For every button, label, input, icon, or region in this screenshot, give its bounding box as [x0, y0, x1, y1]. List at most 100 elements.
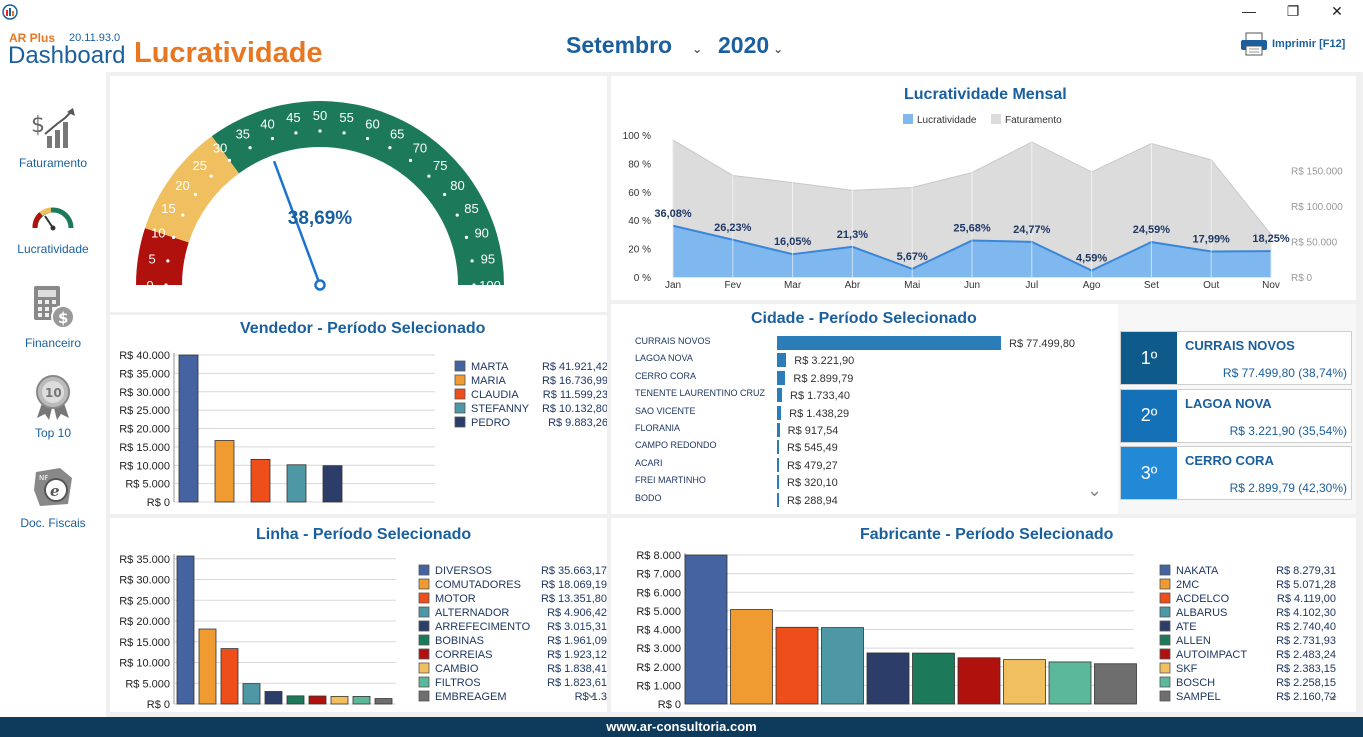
- gauge-needle: [272, 160, 322, 286]
- chevron-down-icon: ⌄: [773, 42, 784, 56]
- legend-label: MOTOR: [435, 593, 476, 605]
- x-axis-tick: Out: [1203, 280, 1219, 291]
- gauge-tick-dot: [193, 192, 198, 197]
- y-axis-tick: R$ 3.000: [636, 643, 681, 655]
- legend-swatch: [418, 606, 430, 618]
- y-axis-tick: R$ 7.000: [636, 569, 681, 581]
- ranking-value: R$ 77.499,80 (38,74%): [1222, 366, 1347, 380]
- y2-axis-tick: R$ 100.000: [1291, 202, 1343, 213]
- sidebar-item-faturamento[interactable]: $ Faturamento: [0, 106, 106, 170]
- legend-swatch: [1159, 592, 1171, 604]
- sidebar-item-label: Lucratividade: [17, 242, 89, 256]
- bar: [1048, 661, 1092, 705]
- gauge-tick-label: 55: [339, 110, 353, 125]
- legend-value: R$ 35.663,17: [541, 565, 607, 577]
- gauge-tick-label: 75: [433, 158, 447, 173]
- restore-button[interactable]: ❐: [1286, 2, 1300, 19]
- data-label: 36,08%: [654, 208, 692, 220]
- gauge-icon: [32, 207, 74, 231]
- legend-label: MARIA: [471, 375, 507, 387]
- legend-value: R$ 2.258,15: [1276, 677, 1336, 689]
- gauge-tick-dot: [209, 174, 213, 178]
- year-select[interactable]: 2020 ⌄: [718, 32, 783, 59]
- footer-link[interactable]: www.ar-consultoria.com: [606, 719, 757, 734]
- dashboard-label: Dashboard: [8, 42, 126, 69]
- gauge-band-red: [136, 228, 189, 285]
- legend-value: R$ 11.599,23: [543, 389, 607, 401]
- ranking-position: 2º: [1121, 389, 1177, 442]
- y-axis-tick: R$ 20.000: [119, 616, 170, 628]
- sidebar-item-doc-fiscais[interactable]: e NF Doc. Fiscais: [0, 464, 106, 530]
- bar: [198, 628, 217, 705]
- legend-value: R$ 2.383,15: [1276, 663, 1336, 675]
- gauge-tick-label: 40: [260, 116, 274, 131]
- legend-swatch: [418, 620, 430, 632]
- fabricante-title: Fabricante - Período Selecionado: [860, 526, 1114, 543]
- chart-growth-icon: $: [31, 108, 75, 148]
- legend-value: R$ 1.838,41: [547, 663, 607, 675]
- linha-panel: Linha - Período Selecionado R$ 35.000 R$ …: [110, 518, 607, 712]
- legend-value: R$ 5.071,28: [1276, 579, 1336, 591]
- y-axis-tick: R$ 5.000: [636, 606, 681, 618]
- bar: [220, 648, 239, 705]
- legend-label: MARTA: [471, 361, 509, 373]
- city-name: FREI MARTINHO: [635, 475, 706, 486]
- ranking-position: 1º: [1121, 332, 1177, 384]
- scroll-down-icon[interactable]: ⌄: [584, 682, 600, 702]
- bar: [264, 691, 283, 705]
- bar: [214, 440, 235, 503]
- y-axis-tick: R$ 8.000: [636, 550, 681, 562]
- gauge-tick-label: 65: [390, 127, 404, 142]
- print-button[interactable]: Imprimir [F12]: [1240, 32, 1345, 56]
- city-name: CAMPO REDONDO: [635, 440, 717, 451]
- sidebar-item-financeiro[interactable]: $ Financeiro: [0, 284, 106, 350]
- linha-title: Linha - Período Selecionado: [256, 526, 472, 543]
- ranking-value: R$ 2.899,79 (42,30%): [1229, 481, 1347, 495]
- bar: [912, 652, 955, 705]
- legend-swatch: [1159, 676, 1171, 688]
- legend-value: R$ 13.351,80: [541, 593, 607, 605]
- ranking-card: 1º CURRAIS NOVOS R$ 77.499,80 (38,74%): [1120, 331, 1352, 385]
- legend-swatch: [418, 578, 430, 590]
- y-axis-tick: 0 %: [634, 273, 651, 284]
- legend-swatch: [1159, 564, 1171, 576]
- month-select[interactable]: Setembro ⌄: [566, 32, 702, 59]
- gauge-tick-dot: [464, 235, 469, 240]
- scroll-down-icon[interactable]: ⌄: [1087, 480, 1103, 500]
- gauge-band-yellow: [145, 136, 239, 243]
- city-name: ACARI: [635, 457, 663, 468]
- city-bar: [777, 457, 779, 472]
- legend-label: BOBINAS: [435, 635, 484, 647]
- city-name: LAGOA NOVA: [635, 353, 693, 364]
- bar: [242, 683, 261, 705]
- gauge-tick-label: 80: [450, 178, 464, 193]
- scroll-down-icon[interactable]: ⌄: [1325, 684, 1341, 704]
- y-axis-tick: R$ 4.000: [636, 625, 681, 637]
- x-axis-tick: Ago: [1083, 280, 1101, 291]
- bar: [176, 555, 195, 705]
- legend-value: R$ 2.483,24: [1276, 649, 1336, 661]
- city-bar: [777, 492, 779, 507]
- gauge-tick-dot: [164, 283, 168, 287]
- y-axis-tick: R$ 0: [147, 497, 170, 509]
- minimize-button[interactable]: —: [1242, 3, 1256, 19]
- cidade-title: Cidade - Período Selecionado: [751, 310, 977, 327]
- close-button[interactable]: ✕: [1331, 2, 1343, 19]
- gauge-pivot: [314, 279, 326, 291]
- y2-axis-tick: R$ 0: [1291, 273, 1313, 284]
- legend-swatch: [1159, 578, 1171, 590]
- legend-value: R$ 4.102,30: [1276, 607, 1336, 619]
- printer-icon: [1241, 32, 1267, 56]
- y-axis-tick: R$ 25.000: [119, 595, 170, 607]
- legend-value: R$ 1.823,61: [547, 677, 607, 689]
- city-value: R$ 1.438,29: [789, 407, 850, 420]
- gauge-tick-dot: [318, 129, 322, 133]
- city-name: SAO VICENTE: [635, 405, 696, 416]
- legend-label: 2MC: [1176, 579, 1199, 591]
- gauge-tick-label: 25: [193, 158, 207, 173]
- gauge-tick-dot: [171, 235, 176, 240]
- bar: [374, 698, 393, 705]
- sidebar-item-lucratividade[interactable]: Lucratividade: [0, 202, 106, 256]
- sidebar-item-top10[interactable]: 10 Top 10: [0, 374, 106, 440]
- legend-value: R$ 1.923,12: [547, 649, 607, 661]
